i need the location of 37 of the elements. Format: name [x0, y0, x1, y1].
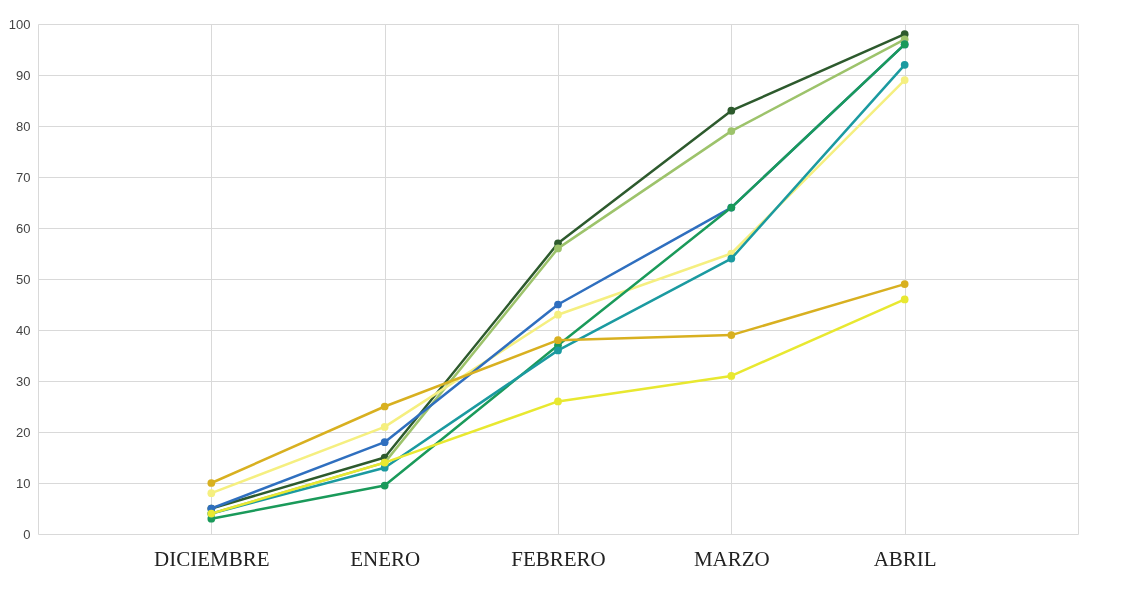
point: [554, 244, 562, 253]
y-tick-label: 50: [16, 271, 31, 287]
y-tick-label: 0: [23, 526, 31, 542]
point: [380, 423, 389, 431]
y-tick-label: 80: [16, 118, 31, 134]
x-tick-label: MARZO: [693, 546, 770, 571]
point: [900, 76, 909, 84]
y-tick-label: 40: [16, 322, 31, 338]
point: [380, 481, 389, 490]
y-tick-label: 100: [8, 16, 31, 32]
y-tick-label: 30: [16, 373, 31, 389]
point: [900, 295, 909, 304]
point: [900, 60, 909, 69]
point: [380, 438, 389, 447]
x-tick-label: FEBRERO: [511, 546, 606, 571]
x-tick-label: DICIEMBRE: [154, 546, 270, 571]
point: [380, 402, 389, 411]
point: [727, 127, 736, 135]
y-tick-label: 90: [16, 67, 31, 83]
point: [554, 336, 562, 345]
point: [727, 372, 736, 380]
point: [207, 479, 216, 487]
point: [727, 106, 736, 115]
point: [554, 310, 562, 319]
point: [727, 331, 736, 339]
y-tick-label: 60: [16, 220, 31, 236]
point: [207, 489, 216, 498]
y-tick-label: 20: [16, 424, 31, 440]
point: [727, 254, 736, 263]
x-tick-label: ENERO: [350, 546, 421, 571]
y-tick-label: 10: [16, 475, 31, 491]
point: [554, 300, 562, 309]
x-tick-label: ABRIL: [873, 546, 937, 571]
point: [554, 397, 562, 406]
y-tick-label: 70: [16, 169, 31, 185]
point: [554, 346, 562, 355]
point: [900, 280, 909, 288]
